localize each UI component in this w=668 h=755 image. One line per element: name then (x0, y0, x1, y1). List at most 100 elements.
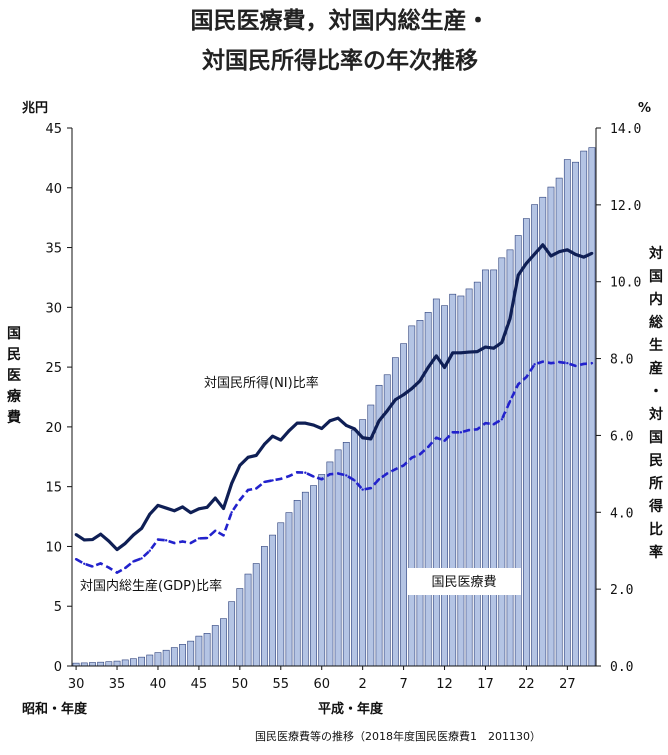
bar-medical-cost-S61 (326, 461, 334, 667)
right-axis-label-char: 生 (649, 337, 663, 354)
gdp-point-H27 (566, 361, 569, 365)
gdp-point-H12 (443, 439, 446, 443)
bar-medical-cost-H23 (531, 204, 538, 667)
gdp-point-H17 (484, 421, 487, 425)
x-tick-label: 7 (399, 677, 407, 692)
right-axis-label-char: 総 (649, 314, 663, 331)
gdp-point-S30 (74, 557, 78, 561)
gdp-point-H1 (353, 479, 356, 482)
plot-area: 0 5 10 15 20 25 30 35 40 45 0.0 2.0 4.0 6.0 8.0 10.0 12.… (45, 122, 641, 692)
ni-point-H21 (516, 273, 520, 277)
bar-medical-cost-H27 (563, 159, 571, 667)
ni-point-S41 (164, 506, 168, 510)
right-axis-label-char: 所 (649, 475, 663, 492)
right-axis-label-char: 国 (649, 269, 663, 285)
gdp-point-H30 (590, 361, 594, 365)
ni-point-S42 (172, 509, 176, 513)
gdp-point-H3 (369, 486, 373, 490)
gdp-point-S37 (132, 560, 135, 563)
right-axis-label-char: 産 (649, 360, 663, 377)
gdp-point-S60 (320, 478, 323, 481)
bar-medical-cost-H5 (383, 374, 391, 667)
gdp-series-label: 対国内総生産(GDP)比率 (80, 578, 222, 594)
ni-point-H30 (590, 251, 594, 255)
chart-title-line2: 対国民所得比率の年次推移 (202, 47, 478, 74)
gdp-point-S47 (214, 529, 217, 532)
gdp-point-S45 (197, 537, 201, 540)
left-axis-label: 国民医療費 (7, 326, 22, 426)
bar-medical-cost-S56 (285, 512, 293, 667)
right-axis-label-char: 国 (649, 430, 663, 446)
bar-medical-cost-H13 (449, 293, 457, 667)
ni-point-H15 (467, 350, 471, 354)
ni-point-H18 (492, 346, 496, 350)
bar-medical-cost-H1 (351, 429, 358, 667)
bar-medical-cost-H21 (514, 235, 522, 667)
ni-point-H1 (353, 427, 356, 431)
gdp-point-S48 (222, 534, 225, 537)
gdp-point-H28 (574, 364, 577, 368)
gdp-point-H24 (541, 360, 544, 363)
ni-series-label: 対国民所得(NI)比率 (204, 375, 319, 391)
bar-medical-cost-S62 (334, 449, 342, 667)
gdp-point-H22 (525, 375, 528, 379)
bar-medical-cost-S47 (211, 625, 219, 667)
gdp-point-H13 (451, 431, 454, 434)
left-axis-label-char: 民 (7, 347, 21, 363)
bar-medical-cost-S50 (236, 588, 244, 667)
ni-point-H9 (418, 379, 422, 383)
ni-point-H17 (484, 345, 487, 349)
bar-medical-cost-H30 (588, 147, 596, 667)
left-tick-label: 0 (54, 660, 62, 675)
gdp-point-S50 (238, 498, 242, 502)
ni-point-S50 (238, 464, 242, 467)
bar-medical-cost-H2 (359, 419, 367, 667)
x-tick-label: 22 (518, 677, 535, 692)
ni-point-S49 (230, 482, 234, 485)
gdp-point-H23 (533, 363, 536, 366)
ni-point-H16 (475, 350, 479, 354)
left-tick-label: 15 (45, 481, 62, 496)
bar-medical-cost-S34 (105, 661, 113, 667)
bar-medical-cost-S54 (269, 534, 277, 667)
ni-point-S53 (263, 442, 266, 446)
x-tick-label: 60 (313, 677, 330, 692)
ni-point-S57 (295, 421, 299, 425)
gdp-point-H6 (394, 468, 397, 471)
gdp-point-H11 (435, 436, 438, 439)
gdp-point-S34 (107, 566, 111, 569)
left-tick-label: 45 (45, 122, 62, 137)
gdp-point-S55 (279, 477, 282, 481)
ni-point-S33 (99, 532, 103, 536)
ni-point-H28 (574, 253, 577, 256)
gdp-point-S59 (312, 475, 315, 478)
ni-point-S35 (115, 548, 119, 551)
right-axis-label-char: 得 (648, 498, 663, 515)
bars-label-box (407, 568, 521, 595)
gdp-point-S32 (91, 565, 94, 568)
bar-medical-cost-S58 (301, 491, 309, 667)
right-tick-label: 4.0 (610, 506, 633, 521)
gdp-point-H29 (582, 362, 585, 366)
bar-medical-cost-S48 (220, 618, 227, 667)
source-note: 国民医療費等の推移（2018年度国民医療費1 201130） (255, 729, 541, 743)
ni-point-S59 (312, 423, 315, 427)
ni-point-H23 (533, 252, 536, 256)
gdp-point-S41 (164, 539, 168, 542)
ni-point-S60 (320, 427, 324, 430)
gdp-point-S38 (140, 557, 143, 560)
left-tick-label: 40 (45, 182, 62, 197)
ni-point-H7 (402, 393, 405, 397)
bar-medical-cost-S52 (252, 563, 260, 667)
gdp-point-H15 (467, 428, 471, 432)
bar-medical-cost-S38 (138, 656, 145, 667)
ni-point-S40 (156, 503, 160, 507)
ni-point-S47 (213, 496, 217, 500)
left-tick-label: 20 (45, 421, 62, 436)
ni-point-H26 (557, 250, 561, 254)
bar-medical-cost-S44 (187, 640, 195, 667)
x-tick-label: 40 (150, 677, 167, 692)
gdp-point-S43 (181, 540, 184, 543)
bar-medical-cost-H25 (547, 186, 555, 667)
left-tick-label: 5 (54, 600, 62, 615)
